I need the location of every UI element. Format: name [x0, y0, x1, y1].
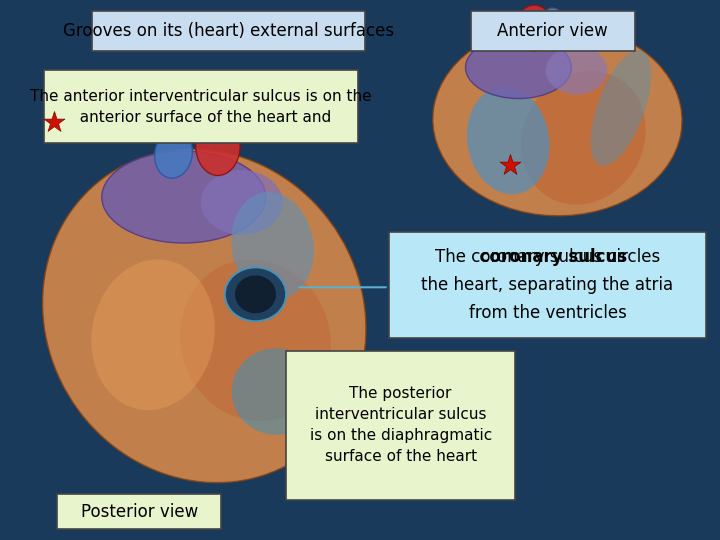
Text: Anterior view: Anterior view: [498, 22, 608, 40]
Ellipse shape: [42, 149, 366, 483]
Ellipse shape: [232, 348, 320, 435]
Ellipse shape: [180, 259, 331, 421]
FancyBboxPatch shape: [58, 494, 221, 529]
Ellipse shape: [466, 36, 572, 98]
Ellipse shape: [225, 267, 287, 321]
Ellipse shape: [521, 71, 646, 205]
Ellipse shape: [235, 275, 276, 313]
Point: [504, 160, 516, 169]
Text: the heart, separating the atria: the heart, separating the atria: [421, 276, 674, 294]
Ellipse shape: [231, 192, 314, 300]
Text: Grooves on its (heart) external surfaces: Grooves on its (heart) external surfaces: [63, 22, 394, 40]
Ellipse shape: [201, 170, 283, 235]
Ellipse shape: [155, 130, 192, 178]
FancyBboxPatch shape: [389, 232, 706, 338]
Ellipse shape: [590, 50, 651, 166]
Ellipse shape: [546, 46, 607, 94]
Ellipse shape: [541, 8, 564, 40]
Text: The anterior interventricular sulcus is on the
  anterior surface of the heart a: The anterior interventricular sulcus is …: [30, 89, 372, 125]
Text: The posterior
interventricular sulcus
is on the diaphragmatic
surface of the hea: The posterior interventricular sulcus is…: [310, 386, 492, 464]
Text: Posterior view: Posterior view: [81, 503, 198, 521]
Text: The coronary sulcus circles: The coronary sulcus circles: [435, 248, 660, 266]
Text: from the ventricles: from the ventricles: [469, 304, 626, 322]
Ellipse shape: [467, 86, 549, 194]
Ellipse shape: [516, 5, 553, 51]
Ellipse shape: [500, 12, 527, 47]
Ellipse shape: [433, 24, 682, 216]
FancyBboxPatch shape: [471, 11, 634, 51]
Ellipse shape: [91, 259, 215, 410]
Point: [48, 117, 60, 126]
Text: coronary sulcus: coronary sulcus: [445, 248, 661, 266]
Ellipse shape: [102, 151, 266, 243]
Ellipse shape: [196, 116, 240, 176]
FancyBboxPatch shape: [44, 70, 358, 143]
FancyBboxPatch shape: [287, 351, 515, 500]
FancyBboxPatch shape: [91, 11, 365, 51]
